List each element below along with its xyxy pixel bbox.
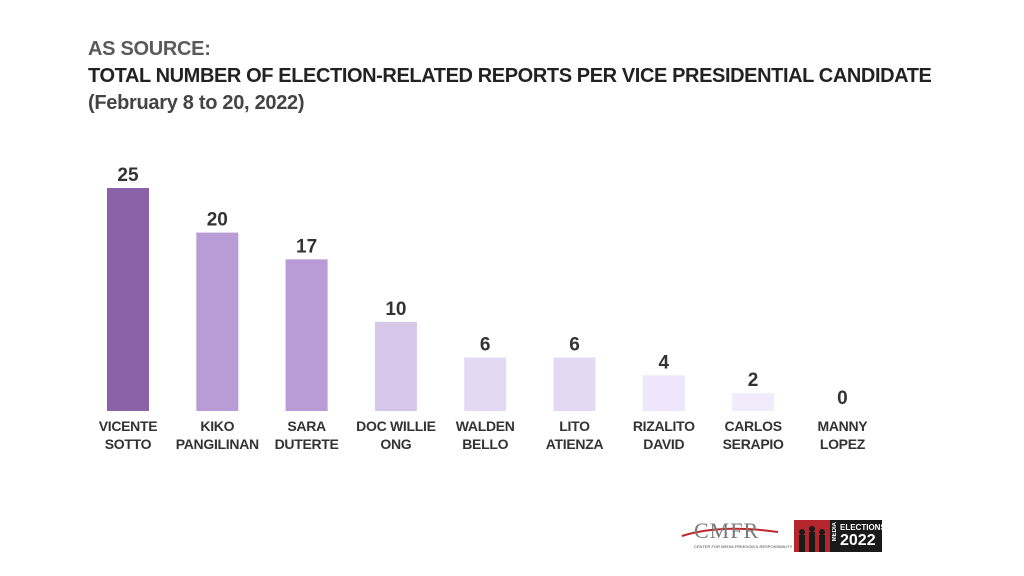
category-label: MANNY xyxy=(817,418,868,434)
elections-logo-media: MEDIA xyxy=(832,522,838,542)
cmfr-swoosh-icon xyxy=(681,527,779,537)
category-label: PANGILINAN xyxy=(176,436,259,452)
category-label: VICENTE xyxy=(99,418,158,434)
cmfr-logo-text: CMFR xyxy=(694,518,760,543)
data-label: 6 xyxy=(480,334,491,355)
category-label: DOC WILLIE xyxy=(356,418,435,434)
category-label: SERAPIO xyxy=(723,436,784,452)
data-label: 6 xyxy=(569,334,580,355)
category-label: LITO xyxy=(559,418,590,434)
elections-logo-elections: ELECTIONS xyxy=(840,523,882,532)
bar xyxy=(196,232,239,411)
category-label: LOPEZ xyxy=(820,436,866,452)
category-label: ONG xyxy=(380,436,411,452)
chart-header: AS SOURCE: TOTAL NUMBER OF ELECTION-RELA… xyxy=(88,38,932,115)
data-label: 20 xyxy=(207,210,228,231)
category-label: KIKO xyxy=(200,418,234,434)
footer-logos: CMFR CENTER FOR MEDIA FREEDOM & RESPONSI… xyxy=(680,518,890,554)
bar xyxy=(553,357,596,411)
data-label: 10 xyxy=(385,299,406,320)
category-label: SARA xyxy=(287,418,326,434)
data-label: 4 xyxy=(659,352,670,373)
category-label: BELLO xyxy=(462,436,508,452)
bar xyxy=(464,357,507,411)
bar xyxy=(285,259,328,411)
category-label: CARLOS xyxy=(724,418,781,434)
cmfr-logo-subtext: CENTER FOR MEDIA FREEDOM & RESPONSIBILIT… xyxy=(694,544,793,549)
category-label: DUTERTE xyxy=(275,436,339,452)
media-elections-2022-logo: MEDIA ELECTIONS 2022 xyxy=(794,520,882,552)
category-label: SOTTO xyxy=(105,436,152,452)
chart-title: TOTAL NUMBER OF ELECTION-RELATED REPORTS… xyxy=(88,65,932,87)
bar xyxy=(642,375,685,411)
chart-date-range: (February 8 to 20, 2022) xyxy=(88,92,305,114)
bar xyxy=(374,321,417,411)
data-label: 0 xyxy=(837,388,848,409)
data-label: 17 xyxy=(296,236,317,257)
bar-chart: 25VICENTESOTTO20KIKOPANGILINAN17SARADUTE… xyxy=(99,165,869,452)
bar xyxy=(732,393,775,411)
category-label: DAVID xyxy=(643,436,684,452)
data-label: 25 xyxy=(117,165,139,186)
category-label: ATIENZA xyxy=(546,436,604,452)
category-label: RIZALITO xyxy=(633,418,695,434)
cmfr-logo: CMFR CENTER FOR MEDIA FREEDOM & RESPONSI… xyxy=(680,518,792,554)
category-label: WALDEN xyxy=(456,418,515,434)
bar xyxy=(107,188,149,411)
data-label: 2 xyxy=(748,370,759,391)
elections-logo-crowd-icon xyxy=(794,520,830,552)
source-label: AS SOURCE: xyxy=(88,38,211,60)
elections-logo-year: 2022 xyxy=(840,532,876,549)
